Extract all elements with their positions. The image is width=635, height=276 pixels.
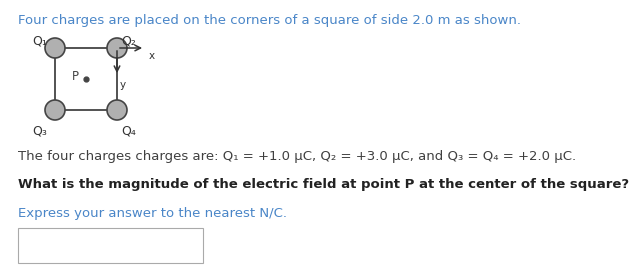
FancyBboxPatch shape	[18, 228, 203, 263]
Text: Q₁: Q₁	[32, 34, 47, 47]
Text: Q₂: Q₂	[121, 34, 136, 47]
Circle shape	[45, 38, 65, 58]
Circle shape	[45, 100, 65, 120]
Text: What is the magnitude of the electric field at point P at the center of the squa: What is the magnitude of the electric fi…	[18, 178, 629, 191]
Text: x: x	[149, 51, 155, 61]
Text: Q₃: Q₃	[32, 124, 47, 137]
Text: Q₄: Q₄	[121, 124, 136, 137]
Circle shape	[107, 100, 127, 120]
Text: Four charges are placed on the corners of a square of side 2.0 m as shown.: Four charges are placed on the corners o…	[18, 14, 521, 27]
Circle shape	[107, 38, 127, 58]
Text: The four charges charges are: Q₁ = +1.0 μC, Q₂ = +3.0 μC, and Q₃ = Q₄ = +2.0 μC.: The four charges charges are: Q₁ = +1.0 …	[18, 150, 576, 163]
Text: y: y	[120, 80, 126, 90]
Text: Express your answer to the nearest N/C.: Express your answer to the nearest N/C.	[18, 207, 287, 220]
Text: P: P	[72, 70, 79, 84]
